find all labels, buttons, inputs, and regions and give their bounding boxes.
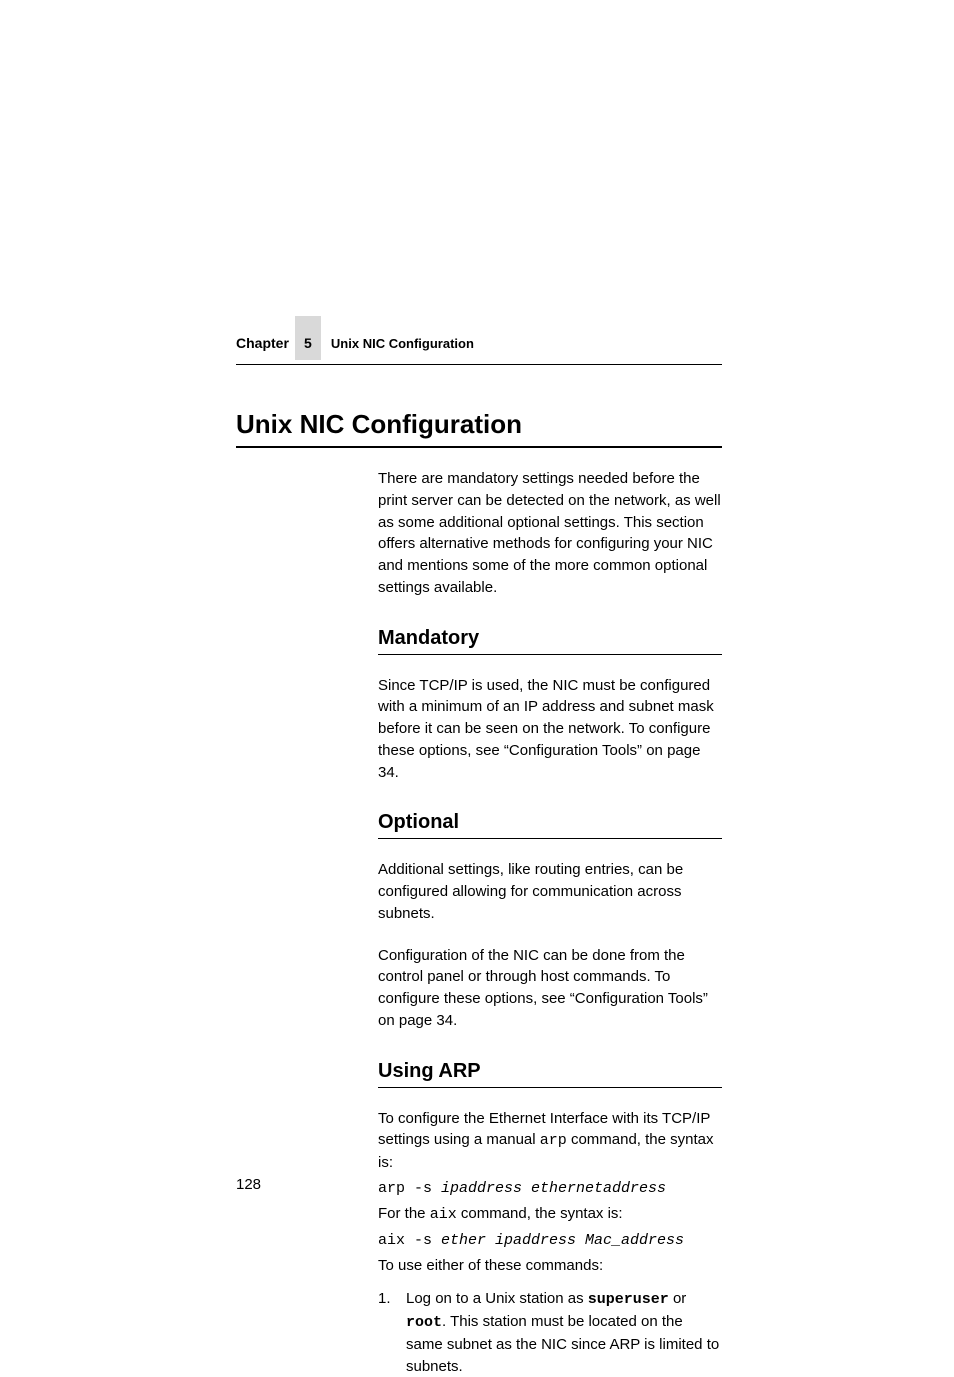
page-title: Unix NIC Configuration [236,409,722,448]
step-1-text: Log on to a Unix station as superuser or… [406,1288,722,1377]
optional-heading: Optional [378,811,722,839]
aix-cmd-pre: aix -s [378,1232,441,1249]
using-arp-heading: Using ARP [378,1060,722,1088]
arp-command-1: arp -s ipaddress ethernetaddress [378,1180,722,1197]
step1-or: or [669,1290,687,1307]
aix-cmd-args: ether ipaddress Mac_address [441,1232,684,1249]
chapter-number: 5 [295,316,321,360]
aix-for-pre: For the [378,1205,430,1222]
aix-command: aix -s ether ipaddress Mac_address [378,1232,722,1249]
optional-p1: Additional settings, like routing entrie… [378,859,722,924]
arp-cmd1-pre: arp -s [378,1180,441,1197]
use-either-text: To use either of these commands: [378,1255,722,1277]
aix-for-post: command, the syntax is: [457,1205,623,1222]
aix-intro: For the aix command, the syntax is: [378,1203,722,1226]
chapter-title: Unix NIC Configuration [331,336,474,351]
mandatory-heading: Mandatory [378,627,722,655]
arp-inline-code: arp [540,1132,567,1149]
step-1: 1. Log on to a Unix station as superuser… [378,1288,722,1377]
chapter-header: Chapter 5 Unix NIC Configuration [236,326,722,365]
arp-intro: To configure the Ethernet Interface with… [378,1108,722,1174]
arp-cmd1-args: ipaddress ethernetaddress [441,1180,666,1197]
step-1-number: 1. [378,1288,406,1377]
aix-inline-code: aix [430,1206,457,1223]
step1-root: root [406,1314,442,1331]
intro-paragraph: There are mandatory settings needed befo… [378,468,722,599]
step1-post: . This station must be located on the sa… [406,1313,719,1375]
step1-pre: Log on to a Unix station as [406,1290,588,1307]
optional-p2: Configuration of the NIC can be done fro… [378,945,722,1032]
mandatory-text: Since TCP/IP is used, the NIC must be co… [378,675,722,784]
step1-superuser: superuser [588,1291,669,1308]
chapter-label: Chapter [236,335,289,351]
page-number: 128 [236,1176,261,1193]
